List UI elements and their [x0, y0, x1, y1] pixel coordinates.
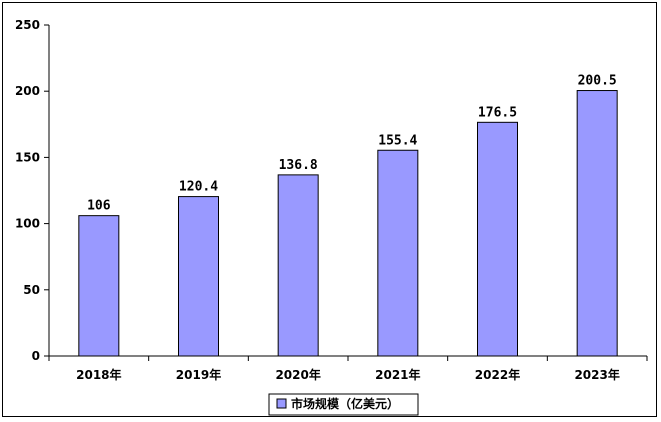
data-label-3: 155.4 [378, 133, 417, 148]
legend-box [268, 393, 419, 416]
data-label-0: 106 [87, 199, 111, 214]
x-tick-label-0: 2018年 [76, 367, 121, 382]
bar-4 [477, 121, 518, 357]
y-tick-label-1: 50 [23, 283, 40, 297]
y-tick-label-3: 150 [15, 150, 40, 164]
bar-3 [377, 149, 419, 357]
bar-2 [277, 174, 319, 357]
legend-label: 市场规模（亿美元） [291, 396, 399, 411]
x-tick-label-2: 2020年 [275, 367, 320, 382]
x-tick-label-5: 2023年 [574, 367, 619, 382]
bars-layer [78, 90, 618, 357]
x-tick-label-3: 2021年 [375, 367, 420, 382]
y-tick-label-5: 250 [15, 18, 40, 32]
labels-layer: 106 2018年 120.4 2019年 136.8 2020年 155.4 2021年 17… [15, 18, 620, 382]
bar-5 [576, 90, 618, 357]
legend: 市场规模（亿美元） [268, 393, 419, 416]
x-tick-label-4: 2022年 [475, 367, 520, 382]
y-tick-label-0: 0 [32, 349, 40, 363]
data-label-5: 200.5 [578, 74, 617, 89]
axes-layer [44, 24, 648, 361]
data-label-4: 176.5 [478, 105, 517, 120]
y-tick-label-4: 200 [15, 84, 40, 98]
data-label-2: 136.8 [279, 158, 318, 173]
x-tick-label-1: 2019年 [176, 367, 221, 382]
bar-0 [78, 215, 120, 357]
data-label-1: 120.4 [179, 180, 218, 195]
y-tick-label-2: 100 [15, 217, 40, 231]
bar-1 [178, 196, 219, 357]
legend-swatch [276, 398, 287, 409]
